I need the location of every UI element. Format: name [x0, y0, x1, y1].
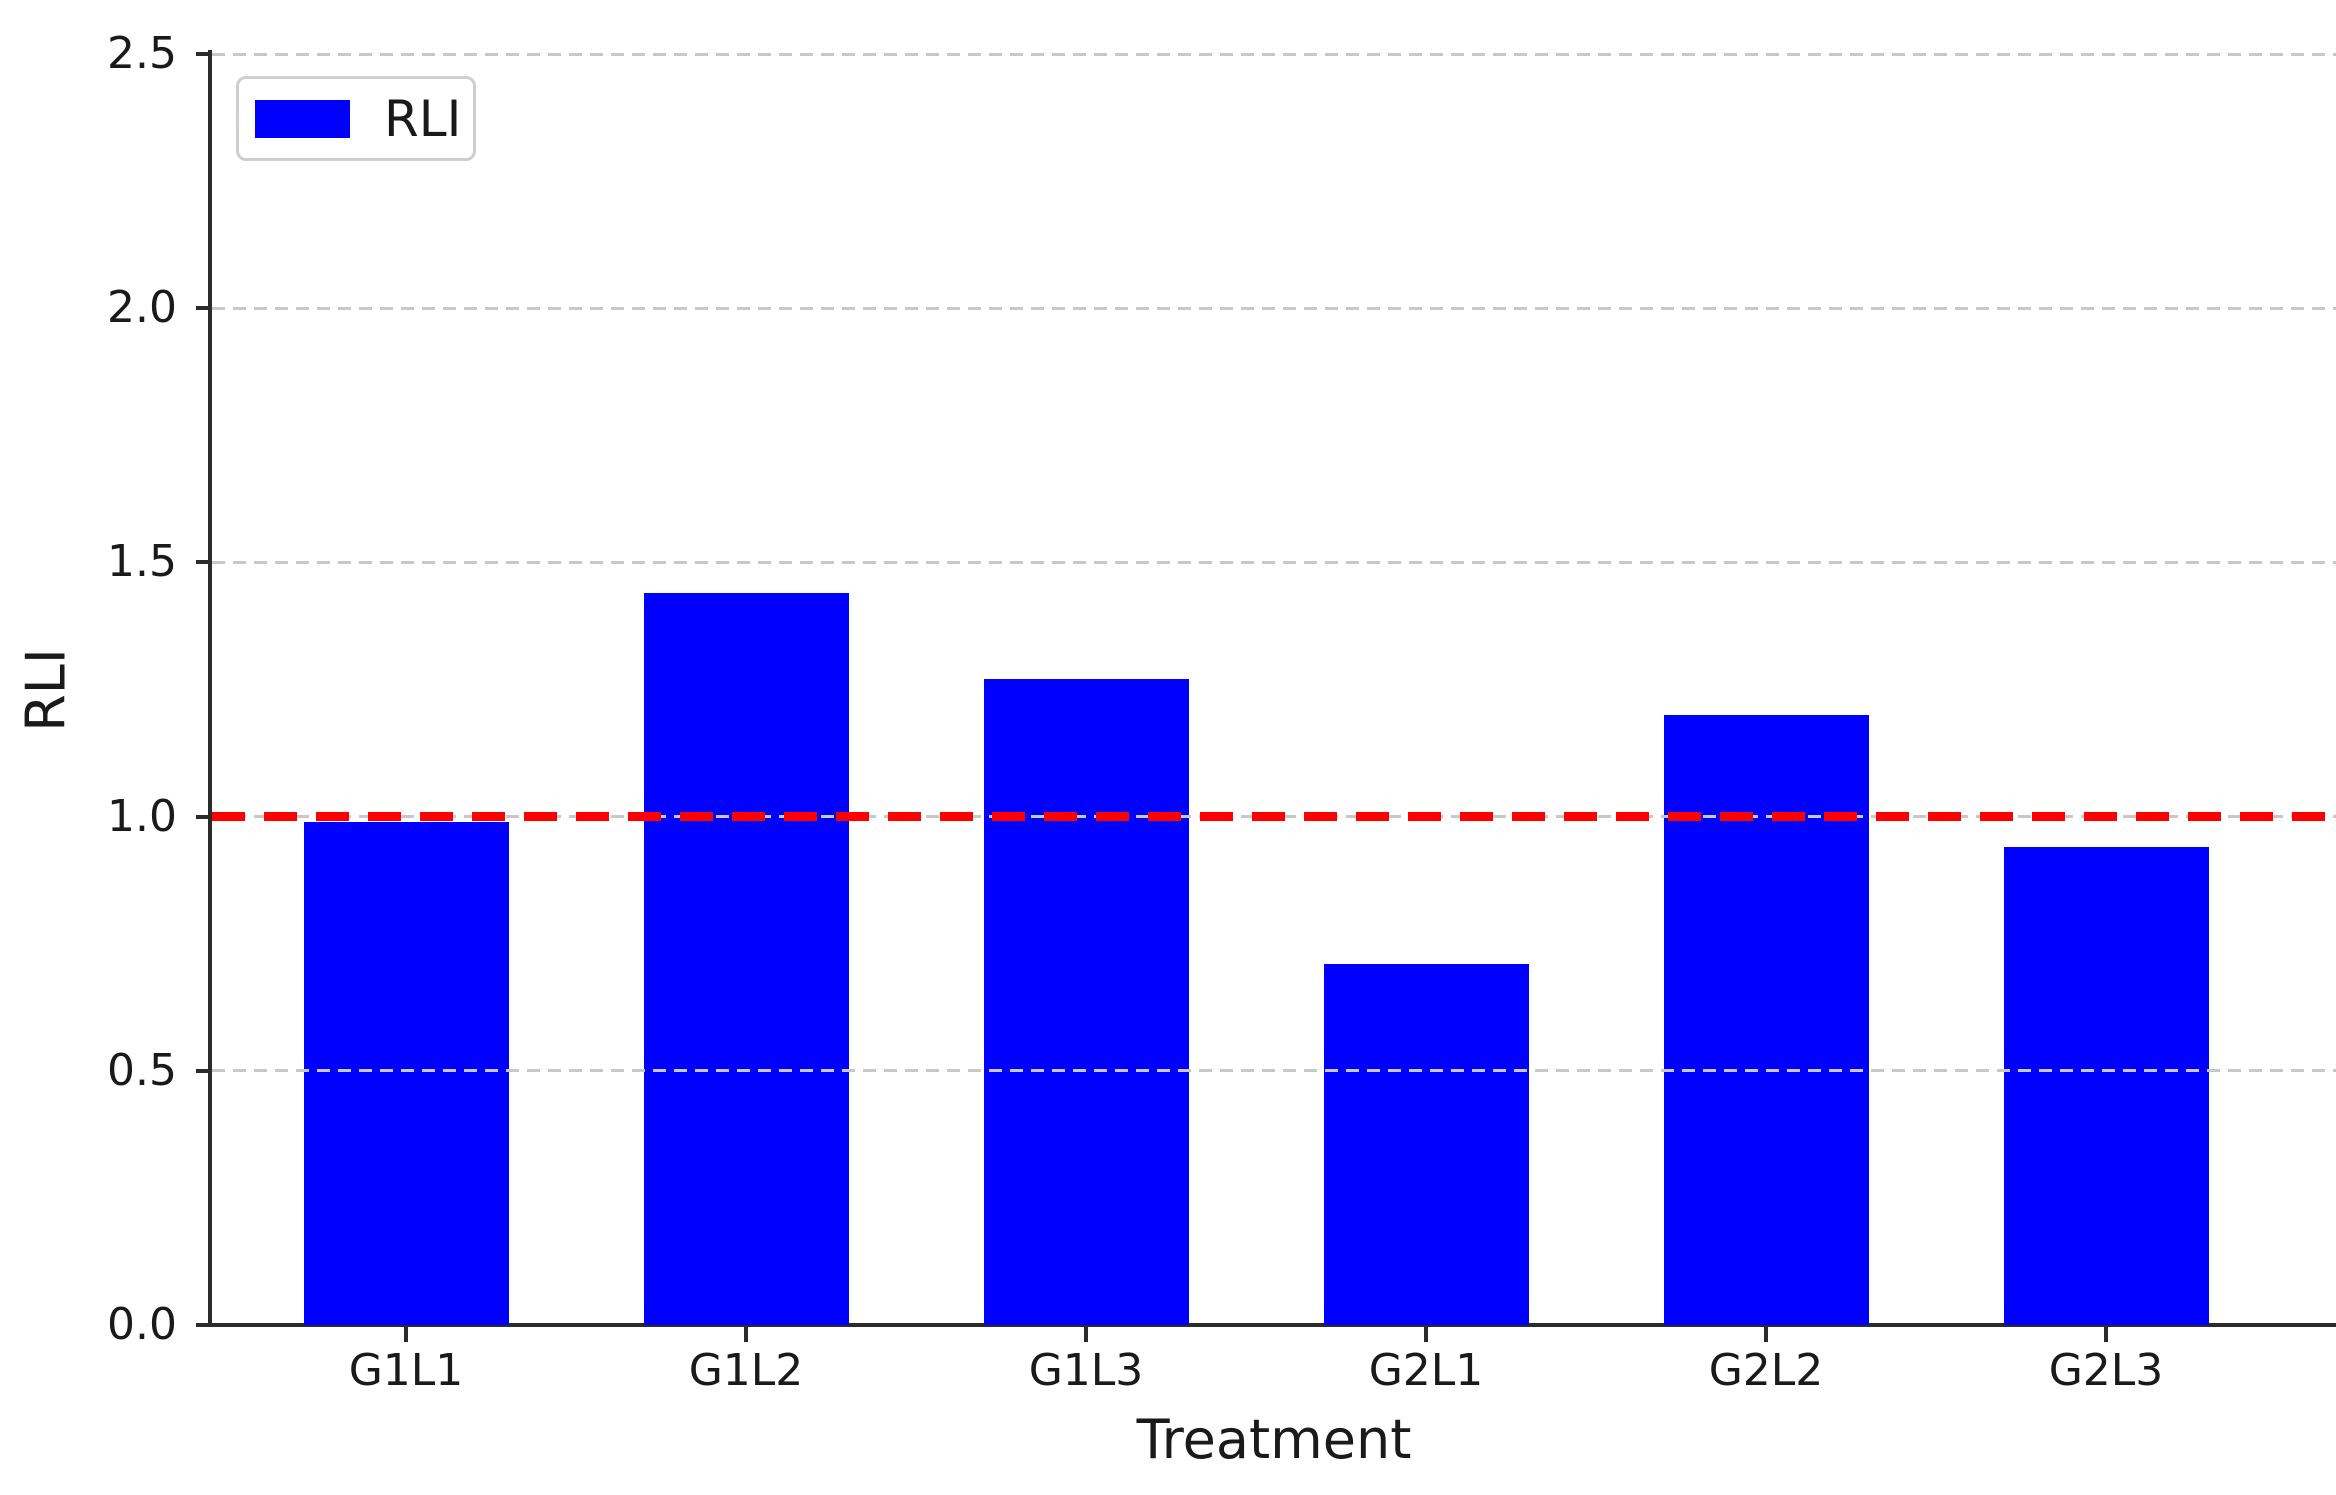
- x-axis-title: Treatment: [1136, 1408, 1412, 1471]
- bar-G1L2: [643, 592, 849, 1325]
- gridline-y-1.5: [212, 560, 2336, 564]
- bar-G2L1: [1323, 964, 1529, 1325]
- y-tick-mark-1.5: [196, 560, 210, 565]
- bar-G1L3: [983, 679, 1189, 1325]
- y-tick-mark-0.0: [196, 1323, 210, 1327]
- x-tick-mark-G1L3: [1084, 1327, 1088, 1342]
- x-tick-mark-G2L2: [1764, 1327, 1768, 1342]
- y-tick-mark-2.5: [196, 52, 210, 56]
- x-tick-mark-G2L1: [1424, 1327, 1428, 1342]
- gridline-y-0.5: [212, 1069, 2336, 1073]
- y-tick-label-1.0: 1.0: [107, 790, 177, 842]
- y-tick-label-1.5: 1.5: [107, 536, 177, 588]
- legend-label-rli: RLI: [384, 89, 462, 148]
- legend-swatch-rli: [255, 99, 350, 138]
- x-tick-label-G1L1: G1L1: [348, 1345, 464, 1396]
- y-tick-mark-2.0: [196, 306, 210, 311]
- bar-G2L2: [1663, 714, 1869, 1325]
- y-axis-spine: [208, 50, 212, 1327]
- x-tick-mark-G1L2: [744, 1327, 748, 1342]
- x-tick-label-G2L1: G2L1: [1368, 1345, 1484, 1396]
- y-tick-label-2.5: 2.5: [107, 28, 177, 79]
- bar-G1L1: [303, 821, 509, 1325]
- x-tick-label-G2L3: G2L3: [2048, 1345, 2164, 1396]
- x-tick-label-G2L2: G2L2: [1708, 1345, 1824, 1396]
- y-tick-mark-0.5: [196, 1068, 210, 1073]
- x-tick-mark-G2L3: [2104, 1327, 2108, 1342]
- x-tick-label-G1L2: G1L2: [688, 1345, 804, 1396]
- x-tick-label-G1L3: G1L3: [1028, 1345, 1144, 1396]
- y-axis-title: RLI: [14, 648, 78, 732]
- legend: RLI: [236, 76, 476, 161]
- bar-G2L3: [2003, 847, 2209, 1325]
- reference-line: [212, 812, 2336, 822]
- y-tick-mark-1.0: [196, 814, 210, 819]
- y-tick-label-0.0: 0.0: [107, 1299, 177, 1350]
- y-tick-label-0.5: 0.5: [107, 1044, 177, 1096]
- gridline-y-2.0: [212, 306, 2336, 310]
- x-axis-spine: [208, 1323, 2336, 1327]
- gridline-y-2.5: [212, 52, 2336, 56]
- x-tick-mark-G1L1: [404, 1327, 408, 1342]
- y-tick-label-2.0: 2.0: [107, 282, 177, 334]
